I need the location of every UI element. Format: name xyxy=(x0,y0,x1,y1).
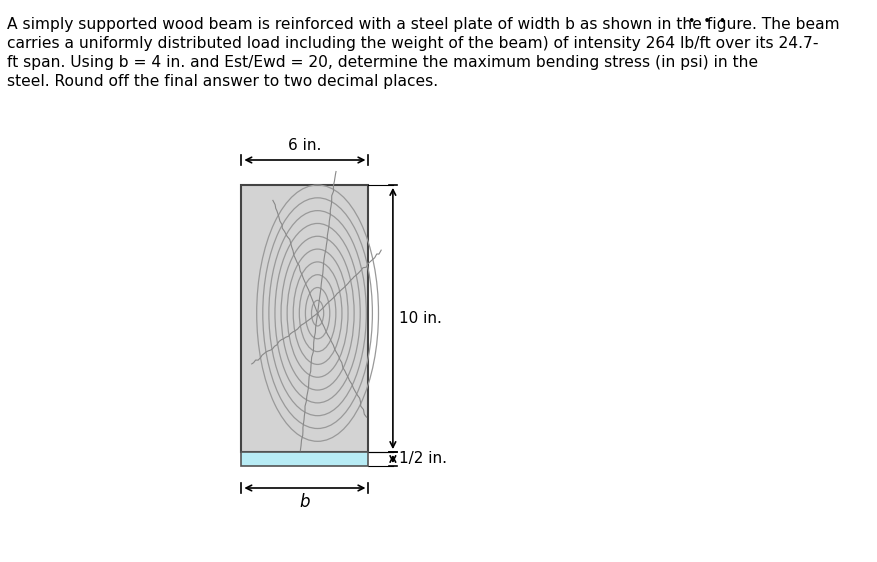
Text: 1/2 in.: 1/2 in. xyxy=(399,451,447,466)
Bar xyxy=(241,185,368,452)
Text: •  •  •: • • • xyxy=(688,15,725,28)
Bar xyxy=(241,452,368,466)
Text: b: b xyxy=(300,493,310,511)
Text: carries a uniformly distributed load including the weight of the beam) of intens: carries a uniformly distributed load inc… xyxy=(6,36,818,51)
Text: steel. Round off the final answer to two decimal places.: steel. Round off the final answer to two… xyxy=(6,74,438,89)
Text: 10 in.: 10 in. xyxy=(399,311,442,326)
Text: 6 in.: 6 in. xyxy=(289,138,322,153)
Text: ft span. Using b = 4 in. and Est/Ewd = 20, determine the maximum bending stress : ft span. Using b = 4 in. and Est/Ewd = 2… xyxy=(6,55,758,70)
Text: A simply supported wood beam is reinforced with a steel plate of width b as show: A simply supported wood beam is reinforc… xyxy=(6,17,839,32)
